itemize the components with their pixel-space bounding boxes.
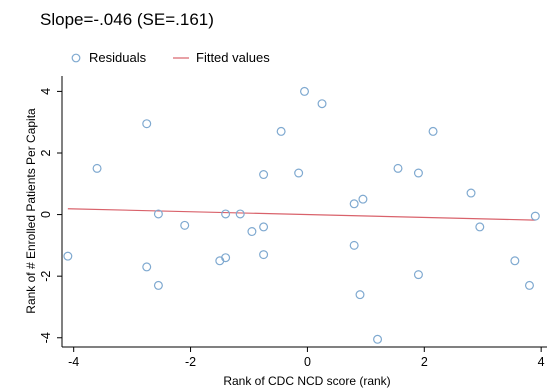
residual-point [413,168,423,178]
x-tick-label: 4 [538,355,545,369]
residual-point [355,290,365,300]
x-axis-label: Rank of CDC NCD score (rank) [223,374,390,388]
residual-point [259,170,269,180]
residual-point [259,250,269,260]
residual-point [247,227,257,237]
residual-point [530,211,540,221]
residual-point [153,280,163,290]
chart-legend: Residuals Fitted values [71,50,270,65]
residual-point [393,163,403,173]
x-tick-label: 2 [421,355,428,369]
y-tick-label: 4 [39,88,53,95]
x-tick-label: -2 [185,355,196,369]
y-axis-label: Rank of # Enrolled Patients Per Capita [24,108,38,314]
residual-point [221,253,231,263]
residual-point [413,270,423,280]
x-axis-ticks: -4 -2 0 2 4 [68,347,545,369]
legend-marker-residuals [71,53,81,63]
residual-point [373,334,383,344]
residual-point [276,126,286,136]
residual-point [142,119,152,129]
residual-point [349,240,359,250]
y-tick-label: -4 [39,332,53,343]
y-tick-label: -2 [39,271,53,282]
residual-point [349,199,359,209]
residual-point [153,209,163,219]
residual-point [510,256,520,266]
residual-point [317,99,327,109]
plot-area [63,86,540,344]
residual-point [142,262,152,272]
residual-point [466,188,476,198]
residual-point [235,209,245,219]
residual-point [428,126,438,136]
residual-point [358,194,368,204]
legend-label-residuals: Residuals [89,50,147,65]
residual-point [294,168,304,178]
residual-point [524,280,534,290]
legend-label-fitted-values: Fitted values [196,50,270,65]
y-axis-ticks: -4 -2 0 2 4 [39,88,62,343]
y-tick-label: 2 [39,149,53,156]
x-tick-label: -4 [68,355,79,369]
residual-point [475,222,485,232]
residual-point [221,209,231,219]
y-tick-label: 0 [39,211,53,218]
residual-point [63,251,73,261]
residual-point [259,222,269,232]
fitted-values-line [67,208,536,221]
residual-point [180,220,190,230]
residual-point [92,163,102,173]
chart-title: Slope=-.046 (SE=.161) [40,10,214,29]
x-tick-label: 0 [304,355,311,369]
residual-point [300,86,310,96]
